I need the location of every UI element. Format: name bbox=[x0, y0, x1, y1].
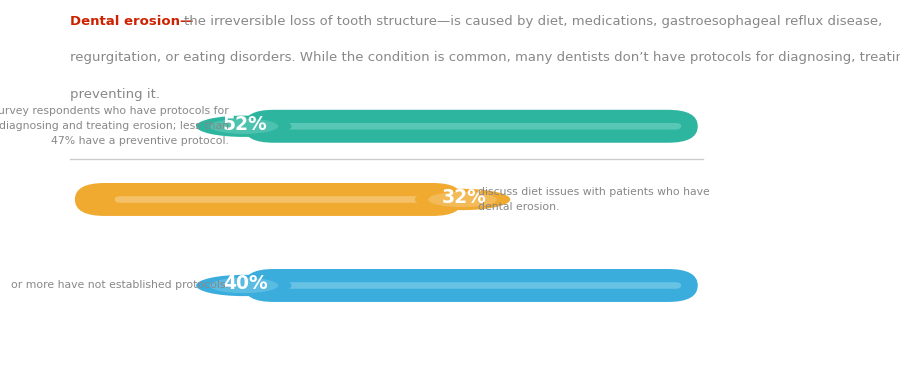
FancyBboxPatch shape bbox=[284, 282, 681, 289]
Text: the irreversible loss of tooth structure—is caused by diet, medications, gastroe: the irreversible loss of tooth structure… bbox=[184, 15, 882, 28]
Ellipse shape bbox=[428, 192, 497, 207]
Ellipse shape bbox=[210, 278, 278, 293]
Ellipse shape bbox=[415, 189, 510, 210]
Text: regurgitation, or eating disorders. While the condition is common, many dentists: regurgitation, or eating disorders. Whil… bbox=[69, 51, 900, 64]
Text: 32%: 32% bbox=[441, 188, 486, 207]
Text: or more have not established protocols.: or more have not established protocols. bbox=[11, 280, 229, 291]
FancyBboxPatch shape bbox=[284, 123, 681, 130]
FancyBboxPatch shape bbox=[244, 269, 698, 302]
FancyBboxPatch shape bbox=[114, 196, 446, 203]
Text: discuss diet issues with patients who have
dental erosion.: discuss diet issues with patients who ha… bbox=[478, 187, 709, 212]
Text: Dental erosion—: Dental erosion— bbox=[69, 15, 193, 28]
Text: preventing it.: preventing it. bbox=[69, 88, 159, 101]
Text: Survey respondents who have protocols for
diagnosing and treating erosion; less : Survey respondents who have protocols fo… bbox=[0, 107, 229, 146]
Ellipse shape bbox=[196, 275, 292, 296]
Text: 52%: 52% bbox=[223, 115, 267, 134]
Text: 40%: 40% bbox=[223, 274, 267, 293]
FancyBboxPatch shape bbox=[75, 183, 463, 216]
Ellipse shape bbox=[196, 116, 292, 137]
Ellipse shape bbox=[210, 119, 278, 134]
FancyBboxPatch shape bbox=[244, 110, 698, 143]
